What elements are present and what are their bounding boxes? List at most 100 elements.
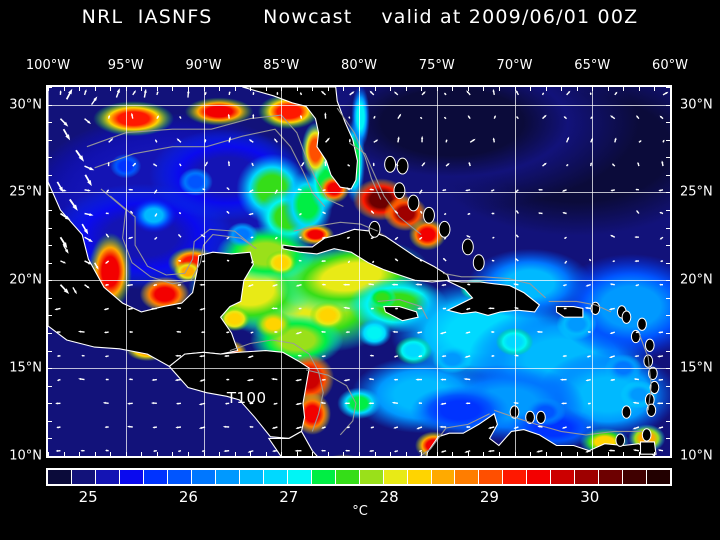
lat-label-left-25N: 25°N [9,184,42,200]
axis-tick [390,87,392,91]
axis-tick [436,452,438,456]
axis-tick [452,87,454,91]
colorbar-cell-14 [383,470,408,484]
axis-tick [666,87,670,88]
axis-tick [79,452,81,456]
axis-tick [405,87,407,91]
gridline-meridian [436,87,438,456]
axis-tick [203,452,205,456]
gridline-parallel [48,280,670,282]
colorbar[interactable] [46,468,672,486]
axis-tick [48,420,52,422]
axis-tick [156,452,158,456]
axis-tick [623,452,625,456]
axis-tick [156,87,158,91]
axis-tick [607,87,609,91]
axis-tick [467,87,469,91]
lon-label-85W: 85°W [263,58,300,73]
gridline-meridian [203,87,205,456]
axis-tick [48,280,52,282]
axis-tick [561,87,563,91]
axis-tick [390,452,392,456]
axis-tick [265,452,267,456]
axis-tick [666,227,670,229]
colorbar-cell-7 [215,470,240,484]
axis-tick [436,87,438,91]
colorbar-cell-16 [431,470,456,484]
axis-tick [666,385,670,387]
axis-tick [359,87,360,91]
axis-tick [514,87,516,91]
axis-tick [405,452,407,456]
colorbar-cell-12 [335,470,360,484]
axis-tick [666,192,670,194]
colorbar-label-29: 29 [479,488,499,506]
axis-tick [110,87,112,91]
axis-tick [265,87,267,91]
bathymetry-contours [86,107,652,456]
axis-tick [666,262,670,264]
colorbar-cell-17 [455,470,480,484]
lat-label-left-20N: 20°N [9,272,42,288]
axis-tick [666,210,670,211]
map-canvas: T100 [48,87,670,456]
page-title: NRL IASNFS Nowcast valid at 2009/06/01 0… [81,6,639,28]
axis-tick [607,452,609,456]
axis-tick [296,452,298,456]
axis-tick [666,139,670,141]
colorbar-cell-9 [263,470,288,484]
axis-tick [48,438,52,440]
axis-tick [654,87,656,91]
axis-tick [452,452,454,456]
axis-tick [327,452,329,456]
axis-tick [592,452,594,456]
lon-label-70W: 70°W [496,58,533,73]
colorbar-cell-25 [647,470,671,484]
axis-tick [666,333,670,334]
colorbar-cell-19 [503,470,528,484]
current-vectors [54,88,669,453]
colorbar-cell-24 [623,470,648,484]
axis-tick [48,139,52,141]
axis-tick [250,87,252,91]
axis-tick [172,452,174,456]
lat-label-left-15N: 15°N [9,360,42,376]
colorbar-cell-10 [287,470,312,484]
lat-label-right-20N: 20°N [680,272,713,288]
axis-tick [666,297,670,299]
colorbar-label-30: 30 [580,488,600,506]
colorbar-cell-21 [551,470,576,484]
map-panel[interactable]: T100 [46,85,672,458]
axis-tick [48,174,52,176]
axis-tick [421,452,423,456]
lat-label-right-15N: 15°N [680,360,713,376]
axis-tick [592,87,594,91]
gridline-meridian [514,87,516,456]
axis-tick [48,315,52,317]
colorbar-cell-6 [191,470,216,484]
axis-tick [666,157,670,159]
axis-tick [125,452,127,456]
axis-tick [219,452,221,456]
axis-tick [638,87,640,91]
axis-tick [343,452,345,456]
colorbar-label-27: 27 [279,488,299,506]
axis-tick [48,245,52,247]
axis-tick [576,87,578,91]
axis-tick [327,87,329,91]
axis-tick [343,87,345,91]
lat-label-right-10N: 10°N [680,448,713,464]
colorbar-unit-label: °C [352,504,368,519]
axis-tick [94,87,96,91]
axis-tick [623,87,625,91]
colorbar-label-25: 25 [78,488,98,506]
axis-tick [666,315,670,317]
axis-tick [576,452,578,456]
axis-tick [234,87,236,91]
gridline-parallel [48,192,670,194]
lon-label-90W: 90°W [185,58,222,73]
axis-tick [48,192,52,194]
axis-tick [545,87,547,91]
axis-tick [545,452,547,456]
